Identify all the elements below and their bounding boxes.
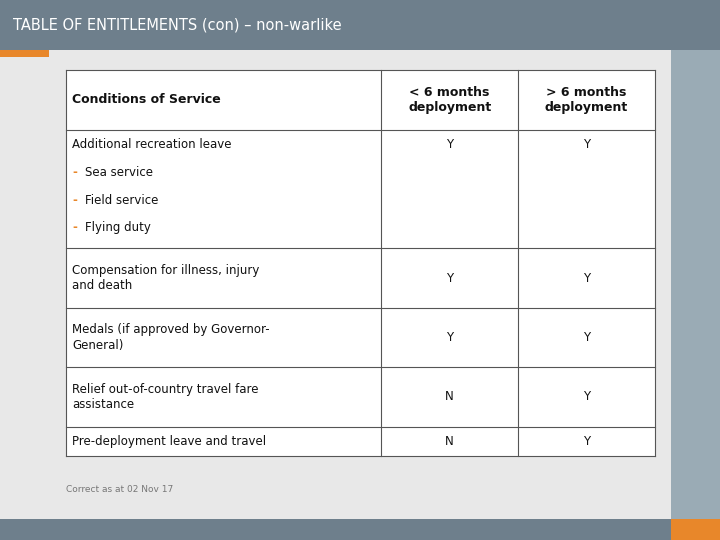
Bar xyxy=(518,70,655,130)
Text: -: - xyxy=(72,166,77,179)
Bar xyxy=(66,308,382,367)
Text: Pre-deployment leave and travel: Pre-deployment leave and travel xyxy=(72,435,266,448)
Text: N: N xyxy=(445,435,454,448)
Text: Y: Y xyxy=(583,435,590,448)
Bar xyxy=(518,367,655,427)
Bar xyxy=(518,308,655,367)
Bar xyxy=(0,519,720,540)
Text: Compensation for illness, injury
and death: Compensation for illness, injury and dea… xyxy=(72,264,259,292)
Text: Sea service: Sea service xyxy=(85,166,153,179)
Text: TABLE OF ENTITLEMENTS (con) – non-warlike: TABLE OF ENTITLEMENTS (con) – non-warlik… xyxy=(13,18,341,32)
Text: -: - xyxy=(72,193,77,207)
Text: Additional recreation leave: Additional recreation leave xyxy=(72,138,232,151)
Text: Y: Y xyxy=(446,272,453,285)
Bar xyxy=(518,427,655,456)
Text: Flying duty: Flying duty xyxy=(85,221,150,234)
Bar xyxy=(518,130,655,248)
Bar xyxy=(382,308,518,367)
Bar xyxy=(66,367,382,427)
Bar xyxy=(382,70,518,130)
Text: Y: Y xyxy=(583,138,590,151)
Bar xyxy=(66,130,382,248)
Bar xyxy=(382,130,518,248)
Text: Y: Y xyxy=(446,138,453,151)
Text: Relief out-of-country travel fare
assistance: Relief out-of-country travel fare assist… xyxy=(72,383,258,411)
Text: -: - xyxy=(72,221,77,234)
Text: N: N xyxy=(445,390,454,403)
Text: Y: Y xyxy=(583,390,590,403)
Text: < 6 months
deployment: < 6 months deployment xyxy=(408,86,491,114)
Bar xyxy=(382,427,518,456)
Text: Y: Y xyxy=(446,331,453,344)
Text: > 6 months
deployment: > 6 months deployment xyxy=(545,86,629,114)
Bar xyxy=(0,50,49,57)
Bar xyxy=(0,0,720,50)
Bar xyxy=(671,50,720,519)
Bar xyxy=(66,427,382,456)
Text: Y: Y xyxy=(583,331,590,344)
Bar xyxy=(671,519,720,540)
Text: Y: Y xyxy=(583,272,590,285)
Text: Correct as at 02 Nov 17: Correct as at 02 Nov 17 xyxy=(66,485,174,494)
Bar xyxy=(518,248,655,308)
Text: Field service: Field service xyxy=(85,193,158,207)
Text: Conditions of Service: Conditions of Service xyxy=(72,93,221,106)
Text: Medals (if approved by Governor-
General): Medals (if approved by Governor- General… xyxy=(72,323,269,352)
Bar xyxy=(66,248,382,308)
Bar xyxy=(382,248,518,308)
Bar xyxy=(66,70,382,130)
Bar xyxy=(382,367,518,427)
